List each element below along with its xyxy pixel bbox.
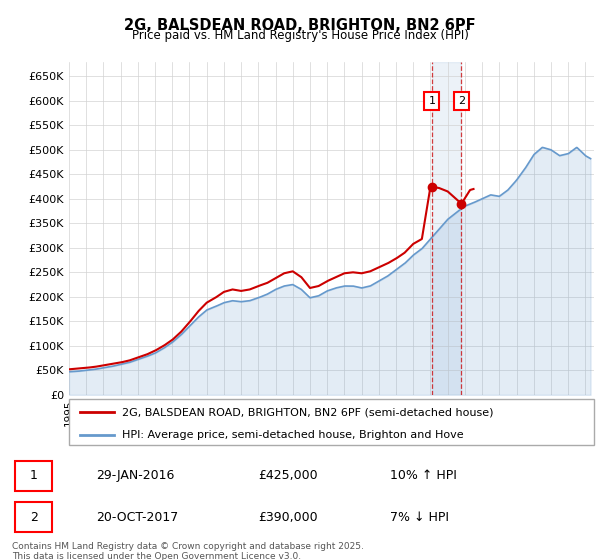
Bar <box>432 62 461 395</box>
Text: 7% ↓ HPI: 7% ↓ HPI <box>390 511 449 524</box>
FancyBboxPatch shape <box>15 461 52 491</box>
Text: 1: 1 <box>428 96 436 106</box>
Text: 20-OCT-2017: 20-OCT-2017 <box>96 511 178 524</box>
Text: Contains HM Land Registry data © Crown copyright and database right 2025.
This d: Contains HM Land Registry data © Crown c… <box>12 542 364 560</box>
FancyBboxPatch shape <box>15 502 52 532</box>
Text: 2G, BALSDEAN ROAD, BRIGHTON, BN2 6PF (semi-detached house): 2G, BALSDEAN ROAD, BRIGHTON, BN2 6PF (se… <box>121 407 493 417</box>
Text: £390,000: £390,000 <box>258 511 317 524</box>
Text: 10% ↑ HPI: 10% ↑ HPI <box>390 469 457 482</box>
Text: 2G, BALSDEAN ROAD, BRIGHTON, BN2 6PF: 2G, BALSDEAN ROAD, BRIGHTON, BN2 6PF <box>124 18 476 33</box>
Text: 29-JAN-2016: 29-JAN-2016 <box>96 469 175 482</box>
Text: 2: 2 <box>458 96 465 106</box>
Text: 1: 1 <box>29 469 38 482</box>
Text: 2: 2 <box>29 511 38 524</box>
FancyBboxPatch shape <box>69 399 594 445</box>
Text: Price paid vs. HM Land Registry's House Price Index (HPI): Price paid vs. HM Land Registry's House … <box>131 29 469 42</box>
Text: £425,000: £425,000 <box>258 469 317 482</box>
Text: HPI: Average price, semi-detached house, Brighton and Hove: HPI: Average price, semi-detached house,… <box>121 430 463 440</box>
